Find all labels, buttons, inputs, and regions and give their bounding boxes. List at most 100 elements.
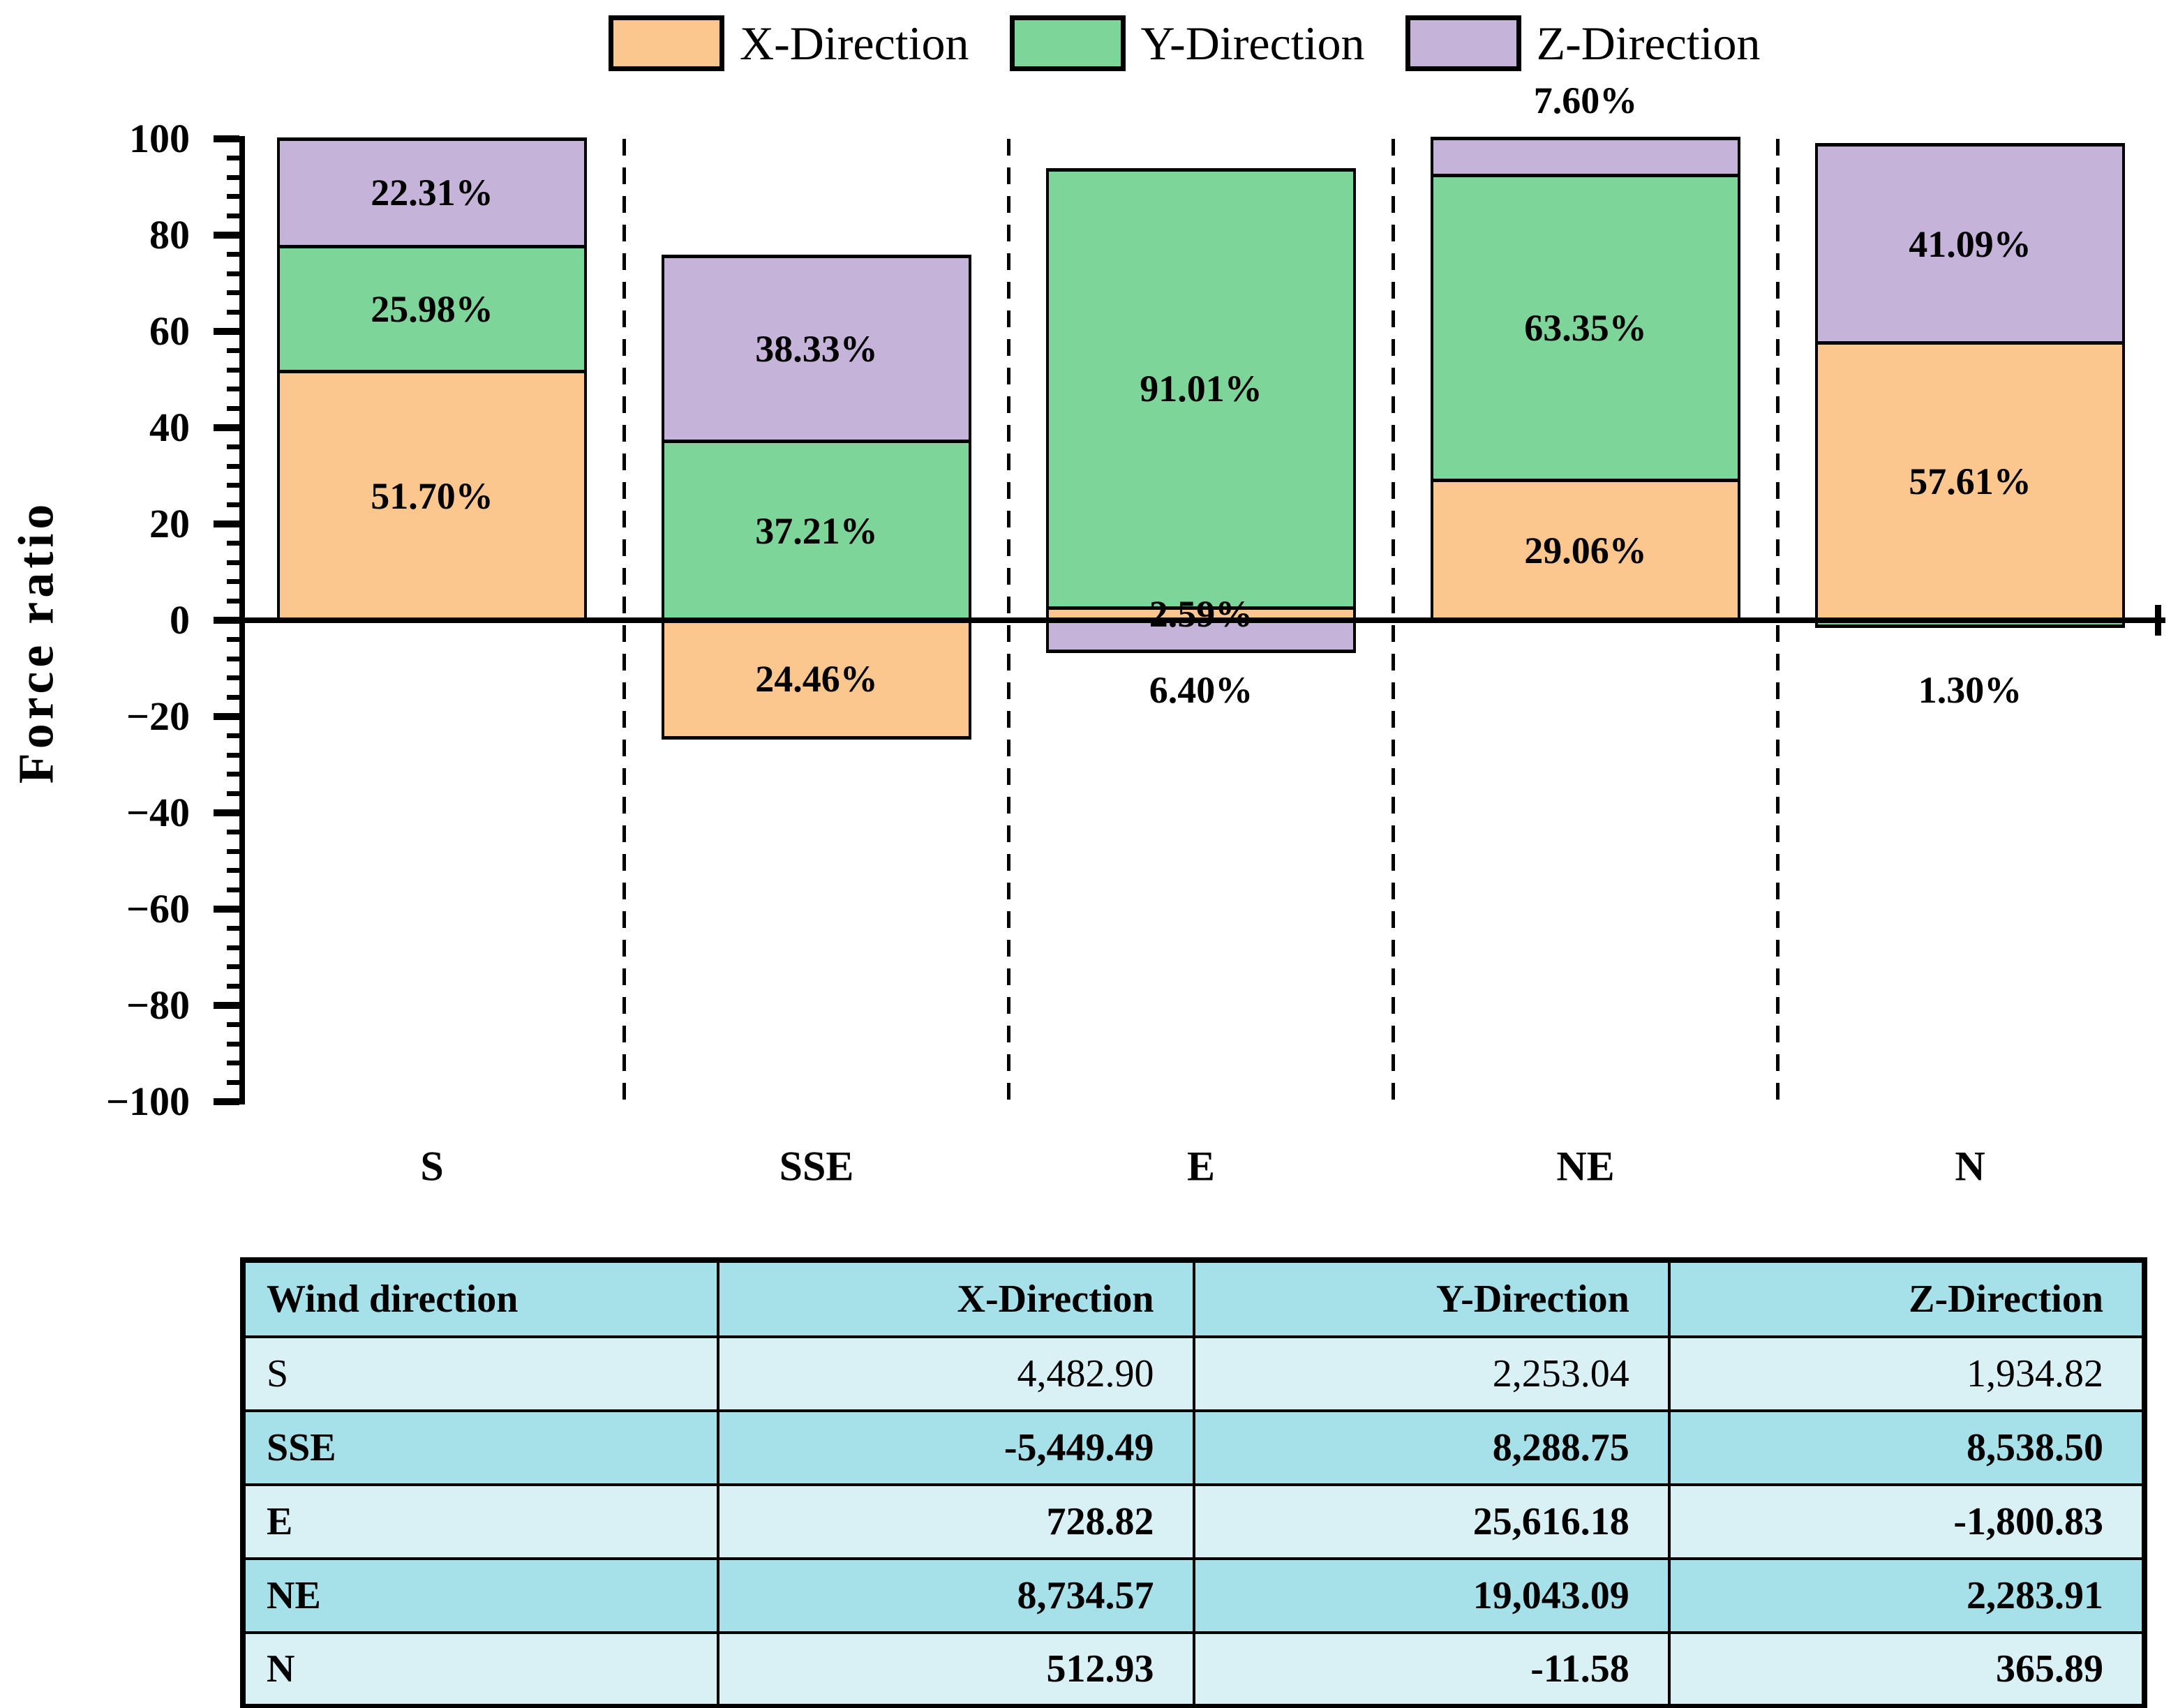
bar-segment-ne-y-direction [1431,175,1740,480]
y-axis-minor-tick [227,541,239,546]
bar-value-label-e-y-direction: 91.01% [1140,368,1262,410]
y-axis-minor-tick [227,675,239,680]
bar-segment-s-z-direction [277,139,587,246]
bar-segment-s-y-direction [277,246,587,371]
y-axis-minor-tick [227,791,239,796]
table-header-cell-wind-direction: Wind direction [241,1259,720,1338]
table-body: S 4,482.90 2,253.04 1,934.82 SSE -5,449.49 8,2… [241,1335,2147,1708]
legend-swatch-icon-y-direction [1009,15,1126,71]
legend-item-y-direction: Y-Direction [1009,15,1365,71]
bar-value-label-n-y-direction: 1.30% [1918,669,2022,711]
y-axis-minor-tick [227,214,239,218]
y-axis-major-tick [214,520,239,527]
y-axis-minor-tick [227,887,239,892]
legend-swatch-icon-z-direction [1405,15,1521,71]
y-axis-minor-tick [227,579,239,584]
y-axis-minor-tick [227,368,239,373]
y-axis-major-tick [214,713,239,720]
y-axis-minor-tick [227,984,239,989]
legend-item-x-direction: X-Direction [609,15,969,71]
table-cell-y-direction: 8,288.75 [1192,1409,1671,1486]
bar-segment-border [1046,168,1356,172]
table-cell-y-direction: 19,043.09 [1192,1557,1671,1634]
y-axis-minor-tick [227,637,239,642]
bar-segment-border [662,736,971,740]
table-row-ne: NE 8,734.57 19,043.09 2,283.91 [241,1557,2147,1634]
y-axis-minor-tick [227,560,239,565]
y-axis-minor-tick [227,175,239,180]
table-cell-y-direction: 2,253.04 [1192,1335,1671,1412]
y-axis-minor-tick [227,1042,239,1047]
legend-label: Z-Direction [1536,16,1761,70]
y-tick-label: 80 [149,212,190,257]
bar-segment-border [277,370,587,373]
bar-segment-sse-x-direction [662,620,971,738]
y-tick-label: 20 [149,501,190,546]
table-row-e: E 728.82 25,616.18 -1,800.83 [241,1483,2147,1560]
chart-legend: X-Direction Y-Direction Z-Direction [609,15,1761,71]
y-axis-minor-tick [227,156,239,160]
x-category-label-s: S [420,1143,444,1190]
bar-segment-e-x-direction [1046,608,1356,620]
bar-value-label-s-z-direction: 22.31% [371,172,493,214]
y-axis-minor-tick [227,849,239,854]
bar-segment-border [1815,341,2125,345]
y-axis-major-tick [214,617,239,624]
y-axis-minor-tick [227,290,239,295]
bar-segment-border [662,440,971,443]
y-axis-major-tick [214,809,239,816]
table-cell-x-direction: -5,449.49 [717,1409,1195,1486]
y-axis-major-tick [214,424,239,431]
bar-segment-border [1815,143,2125,147]
x-axis-zero-line [239,617,2165,623]
bar-segment-n-x-direction [1815,343,2125,620]
table-row-s: S 4,482.90 2,253.04 1,934.82 [241,1335,2147,1412]
bar-value-label-ne-x-direction: 29.06% [1524,530,1647,571]
table-cell-z-direction: 2,283.91 [1667,1557,2147,1634]
bar-segment-sse-z-direction [662,257,971,441]
y-axis-major-tick [214,1002,239,1009]
table-header-cell-x-direction: X-Direction [717,1259,1195,1338]
y-tick-label: 60 [149,308,190,354]
bar-value-label-sse-y-direction: 37.21% [755,510,878,552]
bar-segment-sse-y-direction [662,441,971,620]
bar-value-label-s-y-direction: 25.98% [371,288,493,330]
legend-item-z-direction: Z-Direction [1405,15,1761,71]
table-row-sse: SSE -5,449.49 8,288.75 8,538.50 [241,1409,2147,1486]
y-axis-minor-tick [227,599,239,604]
bar-segment-s-x-direction [277,371,587,620]
x-category-label-n: N [1955,1143,1985,1190]
bar-segment-n-y-direction [1815,620,2125,627]
bar-segment-border [277,245,587,248]
table-cell-z-direction: 1,934.82 [1667,1335,2147,1412]
y-tick-label: 40 [149,405,190,450]
table-cell-x-direction: 4,482.90 [717,1335,1195,1412]
legend-label: X-Direction [740,16,969,70]
y-axis-minor-tick [227,733,239,738]
y-tick-label: −100 [105,1079,190,1124]
bar-value-label-e-x-direction: 2.59% [1149,593,1253,635]
bar-value-label-sse-z-direction: 38.33% [755,328,878,370]
table-cell-wind-direction: N [241,1631,720,1708]
bar-segment-n-z-direction [1815,145,2125,343]
y-axis-minor-tick [227,502,239,507]
legend-label: Y-Direction [1140,16,1365,70]
y-axis-minor-tick [227,1022,239,1027]
y-axis-minor-tick [227,387,239,391]
table-header-cell-z-direction: Z-Direction [1667,1259,2147,1338]
bar-value-label-ne-z-direction: 7.60% [1533,80,1638,121]
y-tick-label: 0 [170,597,190,643]
y-axis-minor-tick [227,271,239,276]
y-axis-minor-tick [227,348,239,353]
y-axis-minor-tick [227,444,239,449]
table-cell-y-direction: 25,616.18 [1192,1483,1671,1560]
bar-segment-border [662,255,971,258]
y-axis-minor-tick [227,964,239,969]
bar-value-label-e-z-direction: 6.40% [1149,669,1253,711]
y-axis-minor-tick [227,868,239,873]
y-axis-minor-tick [227,772,239,777]
table-cell-x-direction: 512.93 [717,1631,1195,1708]
y-axis-minor-tick [227,1080,239,1085]
bar-value-label-ne-y-direction: 63.35% [1524,307,1647,349]
wind-direction-force-table: Wind direction X-Direction Y-Direction Z-Di… [240,1257,2147,1708]
